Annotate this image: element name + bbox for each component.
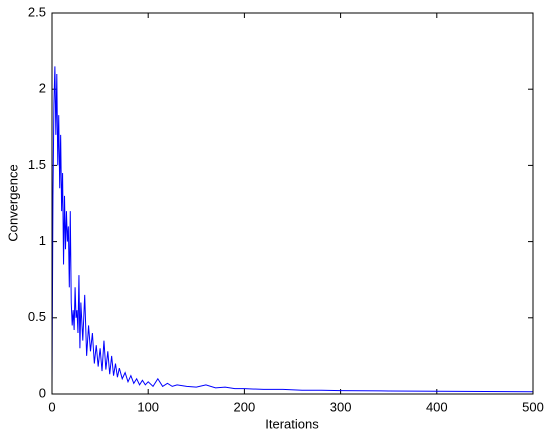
x-tick-label: 400 <box>426 399 448 414</box>
y-tick-label: 0 <box>39 385 46 400</box>
x-tick-label: 100 <box>137 399 159 414</box>
y-tick-label: 2.5 <box>28 4 46 19</box>
plot-area <box>52 13 533 394</box>
x-tick-label: 300 <box>330 399 352 414</box>
axes-box <box>51 12 534 395</box>
x-tick-label: 500 <box>522 399 544 414</box>
y-tick-label: 2 <box>39 81 46 96</box>
y-tick-label: 0.5 <box>28 309 46 324</box>
x-axis-label: Iterations <box>265 416 319 431</box>
y-tick-label: 1 <box>39 233 46 248</box>
y-axis-label: Convergence <box>5 164 20 241</box>
y-tick-label: 1.5 <box>28 157 46 172</box>
data-line <box>51 66 534 393</box>
x-tick-label: 200 <box>234 399 256 414</box>
x-tick-label: 0 <box>48 399 55 414</box>
